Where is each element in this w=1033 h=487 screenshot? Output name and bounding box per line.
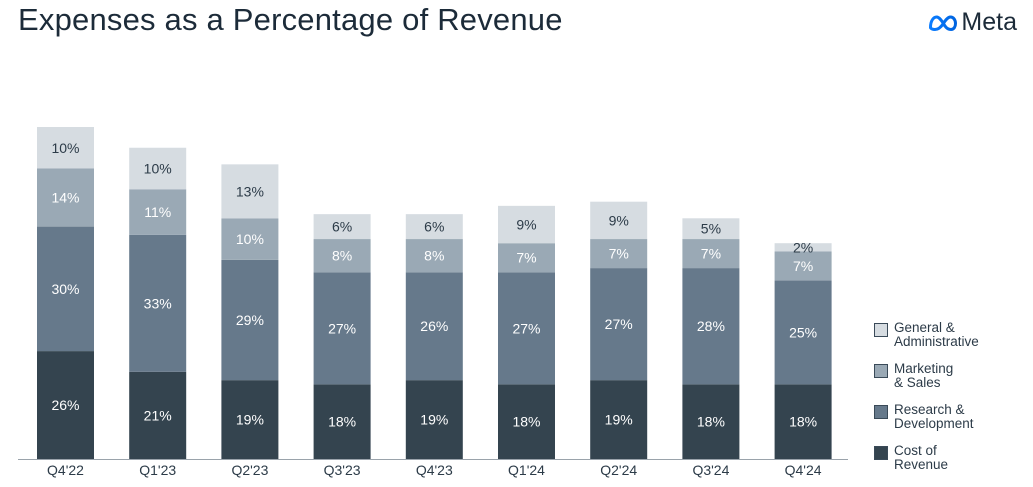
data-label: 25% bbox=[789, 324, 817, 340]
data-label: 29% bbox=[236, 312, 264, 328]
data-label: 26% bbox=[51, 397, 79, 413]
bar-segment-research-development bbox=[590, 268, 648, 381]
data-label: 6% bbox=[332, 219, 352, 235]
data-label: 27% bbox=[605, 316, 633, 332]
data-label: 26% bbox=[420, 318, 448, 334]
data-label: 19% bbox=[605, 412, 633, 428]
data-label: 19% bbox=[236, 412, 264, 428]
x-tick-label: Q4'22 bbox=[47, 462, 84, 478]
legend-label: Research & Development bbox=[894, 402, 974, 431]
bar-segment-research-development bbox=[405, 272, 463, 381]
bar-segment-research-development bbox=[498, 272, 555, 385]
data-label: 7% bbox=[516, 250, 536, 266]
x-tick-label: Q2'24 bbox=[600, 462, 637, 478]
data-label: 18% bbox=[328, 414, 356, 430]
legend-swatch bbox=[874, 405, 888, 419]
bar-segment-research-development bbox=[313, 272, 371, 385]
bar-segment-cost-of-revenue bbox=[405, 380, 463, 459]
legend-label: Marketing & Sales bbox=[894, 361, 954, 390]
data-label: 8% bbox=[424, 248, 444, 264]
x-tick-label: Q3'24 bbox=[692, 462, 729, 478]
data-label: 18% bbox=[789, 414, 817, 430]
data-label: 27% bbox=[328, 320, 356, 336]
data-label: 10% bbox=[51, 140, 79, 156]
bar-segment-general-administrative bbox=[498, 205, 555, 244]
bar-segment-research-development bbox=[37, 226, 94, 352]
bar-segment-general-administrative bbox=[37, 127, 94, 169]
bar-segment-cost-of-revenue bbox=[590, 380, 648, 459]
logo-text: Meta bbox=[961, 8, 1017, 36]
bar-segment-marketing-sales bbox=[37, 168, 94, 227]
data-label: 28% bbox=[697, 318, 725, 334]
bar-segment-cost-of-revenue bbox=[221, 380, 279, 459]
x-tick-label: Q3'23 bbox=[324, 462, 361, 478]
bar-segment-cost-of-revenue bbox=[682, 384, 740, 459]
legend-item-general-administrative: General & Administrative bbox=[873, 320, 1033, 363]
legend-swatch bbox=[874, 446, 888, 460]
data-label: 18% bbox=[697, 414, 725, 430]
data-label: 13% bbox=[236, 183, 264, 199]
legend-item-research-development: Research & Development bbox=[873, 402, 1033, 445]
data-label: 10% bbox=[144, 161, 172, 177]
bar-segment-marketing-sales bbox=[590, 239, 648, 269]
data-label: 7% bbox=[793, 258, 813, 274]
data-label: 6% bbox=[424, 219, 444, 235]
data-label: 9% bbox=[609, 212, 629, 228]
meta-logo: Meta bbox=[928, 8, 1017, 37]
data-label: 11% bbox=[144, 204, 171, 220]
data-label: 8% bbox=[332, 248, 352, 264]
bar-segment-marketing-sales bbox=[774, 251, 832, 281]
data-label: 30% bbox=[51, 281, 79, 297]
bar-segment-general-administrative bbox=[129, 147, 187, 190]
data-label: 14% bbox=[51, 190, 79, 206]
x-tick-label: Q1'23 bbox=[139, 462, 176, 478]
x-tick-label: Q1'24 bbox=[508, 462, 545, 478]
bar-segment-cost-of-revenue bbox=[313, 384, 371, 459]
x-tick-label: Q4'24 bbox=[785, 462, 822, 478]
bar-segment-marketing-sales bbox=[682, 239, 740, 269]
bar-segment-marketing-sales bbox=[498, 243, 555, 273]
bar-segment-cost-of-revenue bbox=[498, 384, 555, 459]
bar-segment-general-administrative bbox=[221, 164, 279, 219]
legend: General & Administrative Marketing & Sal… bbox=[873, 320, 1033, 486]
bar-segment-marketing-sales bbox=[221, 218, 279, 260]
data-label: 18% bbox=[512, 414, 540, 430]
legend-item-marketing-sales: Marketing & Sales bbox=[873, 361, 1033, 404]
bar-segment-cost-of-revenue bbox=[774, 384, 832, 459]
x-tick-label: Q2'23 bbox=[231, 462, 268, 478]
legend-label: Cost of Revenue bbox=[894, 443, 949, 472]
x-tick-label: Q4'23 bbox=[416, 462, 453, 478]
data-label: 7% bbox=[701, 246, 721, 262]
bar-segment-general-administrative bbox=[590, 201, 648, 240]
bar-segment-general-administrative bbox=[682, 218, 740, 240]
legend-item-cost-of-revenue: Cost of Revenue bbox=[873, 443, 1033, 486]
data-label: 7% bbox=[609, 246, 629, 262]
data-label: 21% bbox=[144, 407, 172, 423]
bar-segment-research-development bbox=[221, 259, 279, 381]
bar-segment-marketing-sales bbox=[405, 239, 463, 273]
bar-segment-general-administrative bbox=[313, 214, 371, 240]
data-label: 10% bbox=[236, 231, 264, 247]
data-label: 9% bbox=[516, 217, 536, 233]
bar-segment-research-development bbox=[682, 268, 740, 385]
bar-segment-research-development bbox=[774, 280, 832, 385]
legend-swatch bbox=[874, 323, 888, 337]
bar-segment-general-administrative bbox=[405, 214, 463, 240]
bar-segment-general-administrative bbox=[774, 243, 832, 252]
data-label: 33% bbox=[144, 295, 172, 311]
data-label: 5% bbox=[701, 221, 721, 237]
data-label: 2% bbox=[793, 239, 813, 255]
chart-title: Expenses as a Percentage of Revenue bbox=[18, 2, 563, 37]
bar-segment-marketing-sales bbox=[129, 189, 187, 235]
bar-segment-marketing-sales bbox=[313, 239, 371, 273]
meta-infinity-icon bbox=[929, 15, 958, 31]
legend-swatch bbox=[874, 364, 888, 378]
data-label: 19% bbox=[420, 412, 448, 428]
bar-segment-research-development bbox=[129, 234, 187, 372]
bar-segment-cost-of-revenue bbox=[129, 371, 187, 459]
bar-segment-cost-of-revenue bbox=[37, 351, 94, 459]
legend-label: General & Administrative bbox=[894, 320, 979, 349]
data-label: 27% bbox=[512, 320, 540, 336]
